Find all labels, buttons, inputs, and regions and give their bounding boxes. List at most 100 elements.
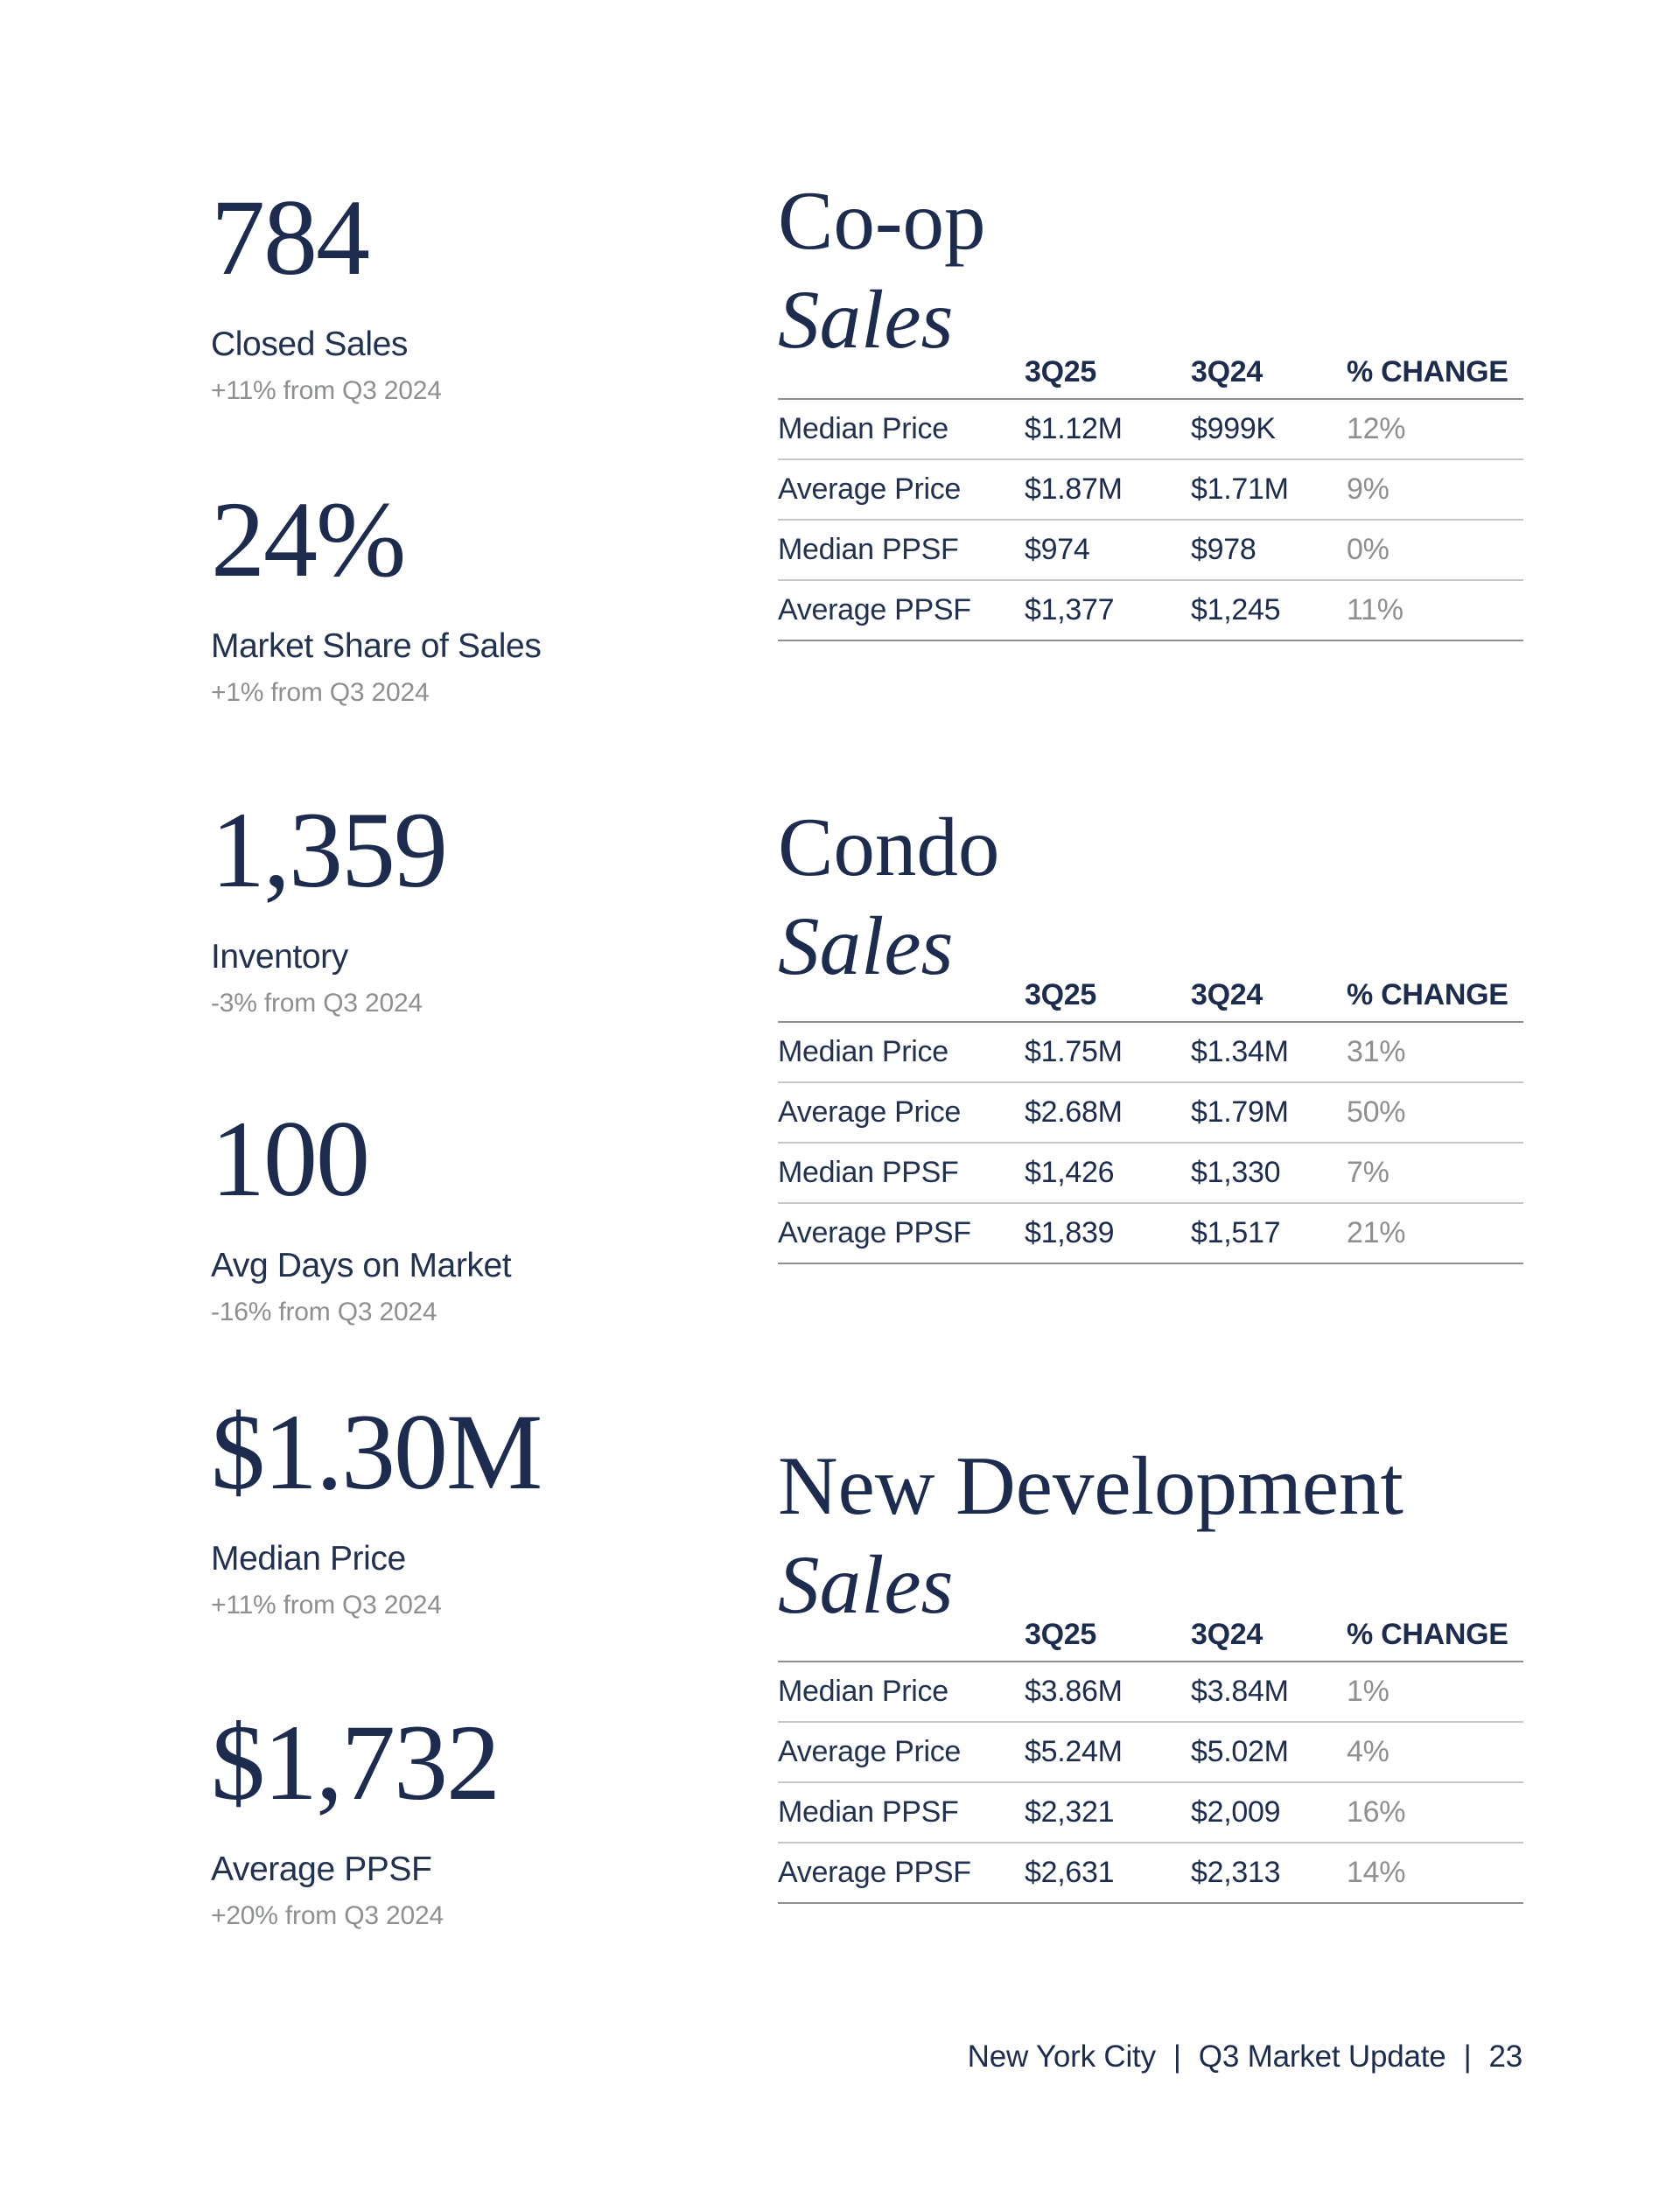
table-row: Median PPSF $2,321 $2,009 16% (778, 1783, 1523, 1844)
value-pct-change: 14% (1347, 1856, 1406, 1889)
row-label: Average PPSF (778, 593, 971, 626)
value-pct-change: 1% (1347, 1675, 1390, 1708)
value-pct-change: 50% (1347, 1095, 1406, 1129)
stat-closed-sales: 784 Closed Sales +11% from Q3 2024 (211, 184, 771, 406)
value-3q24: $2,313 (1191, 1856, 1281, 1889)
stat-change: -16% from Q3 2024 (211, 1298, 438, 1326)
section-title-line2: Sales (778, 899, 954, 993)
stat-value: $1.30M (211, 1392, 542, 1512)
table-row: Median PPSF $1,426 $1,330 7% (778, 1144, 1523, 1204)
column-header-3q24: 3Q24 (1191, 355, 1263, 388)
section-title-condo-sales: Condo Sales (778, 798, 999, 996)
value-3q24: $978 (1191, 533, 1256, 566)
value-pct-change: 16% (1347, 1795, 1406, 1829)
value-3q25: $5.24M (1025, 1735, 1123, 1768)
stat-value: 1,359 (211, 790, 448, 910)
value-3q24: $1.71M (1191, 472, 1289, 506)
section-title-line1: New Development (778, 1439, 1404, 1532)
row-label: Average Price (778, 1095, 962, 1129)
column-header-3q25: 3Q25 (1025, 978, 1096, 1011)
stat-change: -3% from Q3 2024 (211, 989, 423, 1018)
footer-separator: | (1172, 2040, 1181, 2074)
value-3q25: $1.75M (1025, 1035, 1123, 1068)
table-row: Median Price $1.75M $1.34M 31% (778, 1023, 1523, 1083)
column-header-pct-change: % CHANGE (1347, 355, 1508, 388)
table-row: Average PPSF $2,631 $2,313 14% (778, 1844, 1523, 1904)
page-footer: New York City | Q3 Market Update | 23 (967, 2040, 1523, 2075)
table-header-row: 3Q25 3Q24 % CHANGE (778, 1617, 1523, 1662)
table-row: Average Price $5.24M $5.02M 4% (778, 1723, 1523, 1783)
table-row: Average PPSF $1,839 $1,517 21% (778, 1204, 1523, 1264)
value-pct-change: 0% (1347, 533, 1390, 566)
value-pct-change: 4% (1347, 1735, 1390, 1768)
value-3q24: $2,009 (1191, 1795, 1281, 1829)
value-3q25: $2.68M (1025, 1095, 1123, 1129)
value-3q25: $1,377 (1025, 593, 1115, 626)
stat-change: +1% from Q3 2024 (211, 678, 430, 707)
row-label: Median Price (778, 1675, 948, 1708)
stat-market-share: 24% Market Share of Sales +1% from Q3 20… (211, 486, 771, 708)
value-3q25: $1,426 (1025, 1156, 1115, 1189)
stat-label: Market Share of Sales (211, 627, 542, 665)
stat-change: +11% from Q3 2024 (211, 1591, 442, 1620)
column-header-3q24: 3Q24 (1191, 1618, 1263, 1651)
value-pct-change: 31% (1347, 1035, 1406, 1068)
header-spacer (778, 354, 1025, 398)
value-3q24: $1.34M (1191, 1035, 1289, 1068)
section-title-line2: Sales (778, 273, 954, 367)
value-pct-change: 12% (1347, 412, 1406, 445)
row-label: Median PPSF (778, 1156, 959, 1189)
value-3q24: $1.79M (1191, 1095, 1289, 1129)
stat-label: Closed Sales (211, 325, 408, 363)
section-title-new-development-sales: New Development Sales (778, 1437, 1404, 1634)
stat-label: Avg Days on Market (211, 1247, 512, 1284)
coop-sales-table: 3Q25 3Q24 % CHANGE Median Price $1.12M $… (778, 354, 1523, 641)
column-header-pct-change: % CHANGE (1347, 1618, 1508, 1651)
stat-label: Average PPSF (211, 1851, 432, 1888)
value-3q24: $1,330 (1191, 1156, 1281, 1189)
stat-value: $1,732 (211, 1703, 500, 1823)
value-3q25: $974 (1025, 533, 1090, 566)
value-3q25: $3.86M (1025, 1675, 1123, 1708)
row-label: Median PPSF (778, 533, 959, 566)
footer-location: New York City (967, 2040, 1156, 2074)
section-title-line1: Co-op (778, 174, 986, 267)
value-3q24: $1,245 (1191, 593, 1281, 626)
row-label: Average Price (778, 472, 962, 506)
footer-separator: | (1463, 2040, 1472, 2074)
row-label: Median Price (778, 1035, 948, 1068)
value-pct-change: 9% (1347, 472, 1390, 506)
row-label: Median Price (778, 412, 948, 445)
table-row: Median PPSF $974 $978 0% (778, 521, 1523, 581)
value-pct-change: 21% (1347, 1216, 1406, 1249)
stat-change: +11% from Q3 2024 (211, 376, 442, 405)
table-header-row: 3Q25 3Q24 % CHANGE (778, 354, 1523, 400)
stat-label: Median Price (211, 1540, 406, 1578)
section-title-line1: Condo (778, 801, 1000, 893)
condo-sales-table: 3Q25 3Q24 % CHANGE Median Price $1.75M $… (778, 977, 1523, 1264)
value-3q24: $3.84M (1191, 1675, 1289, 1708)
value-3q25: $1,839 (1025, 1216, 1115, 1249)
section-title-line2: Sales (778, 1538, 954, 1632)
table-row: Average PPSF $1,377 $1,245 11% (778, 581, 1523, 641)
column-header-3q25: 3Q25 (1025, 1618, 1096, 1651)
column-header-3q25: 3Q25 (1025, 355, 1096, 388)
stat-change: +20% from Q3 2024 (211, 1901, 444, 1930)
section-title-coop-sales: Co-op Sales (778, 171, 986, 369)
footer-report-title: Q3 Market Update (1198, 2040, 1446, 2074)
table-row: Average Price $2.68M $1.79M 50% (778, 1083, 1523, 1144)
table-row: Average Price $1.87M $1.71M 9% (778, 460, 1523, 521)
value-3q25: $1.87M (1025, 472, 1123, 506)
footer-page-number: 23 (1488, 2040, 1522, 2074)
row-label: Average PPSF (778, 1856, 971, 1889)
value-pct-change: 11% (1347, 593, 1404, 626)
stat-average-ppsf: $1,732 Average PPSF +20% from Q3 2024 (211, 1709, 771, 1931)
header-spacer (778, 1617, 1025, 1661)
row-label: Average Price (778, 1735, 962, 1768)
stat-value: 100 (211, 1099, 370, 1219)
table-header-row: 3Q25 3Q24 % CHANGE (778, 977, 1523, 1023)
stat-value: 24% (211, 479, 406, 599)
value-3q24: $5.02M (1191, 1735, 1289, 1768)
column-header-pct-change: % CHANGE (1347, 978, 1508, 1011)
table-row: Median Price $1.12M $999K 12% (778, 400, 1523, 460)
